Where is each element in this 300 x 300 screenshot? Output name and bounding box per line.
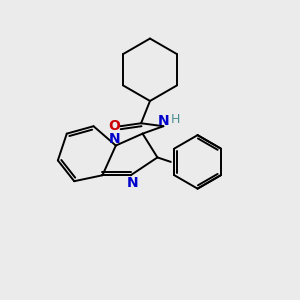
Text: O: O: [108, 119, 120, 133]
Text: N: N: [109, 132, 120, 146]
Text: N: N: [158, 114, 169, 128]
Text: N: N: [127, 176, 139, 190]
Text: H: H: [171, 113, 181, 126]
